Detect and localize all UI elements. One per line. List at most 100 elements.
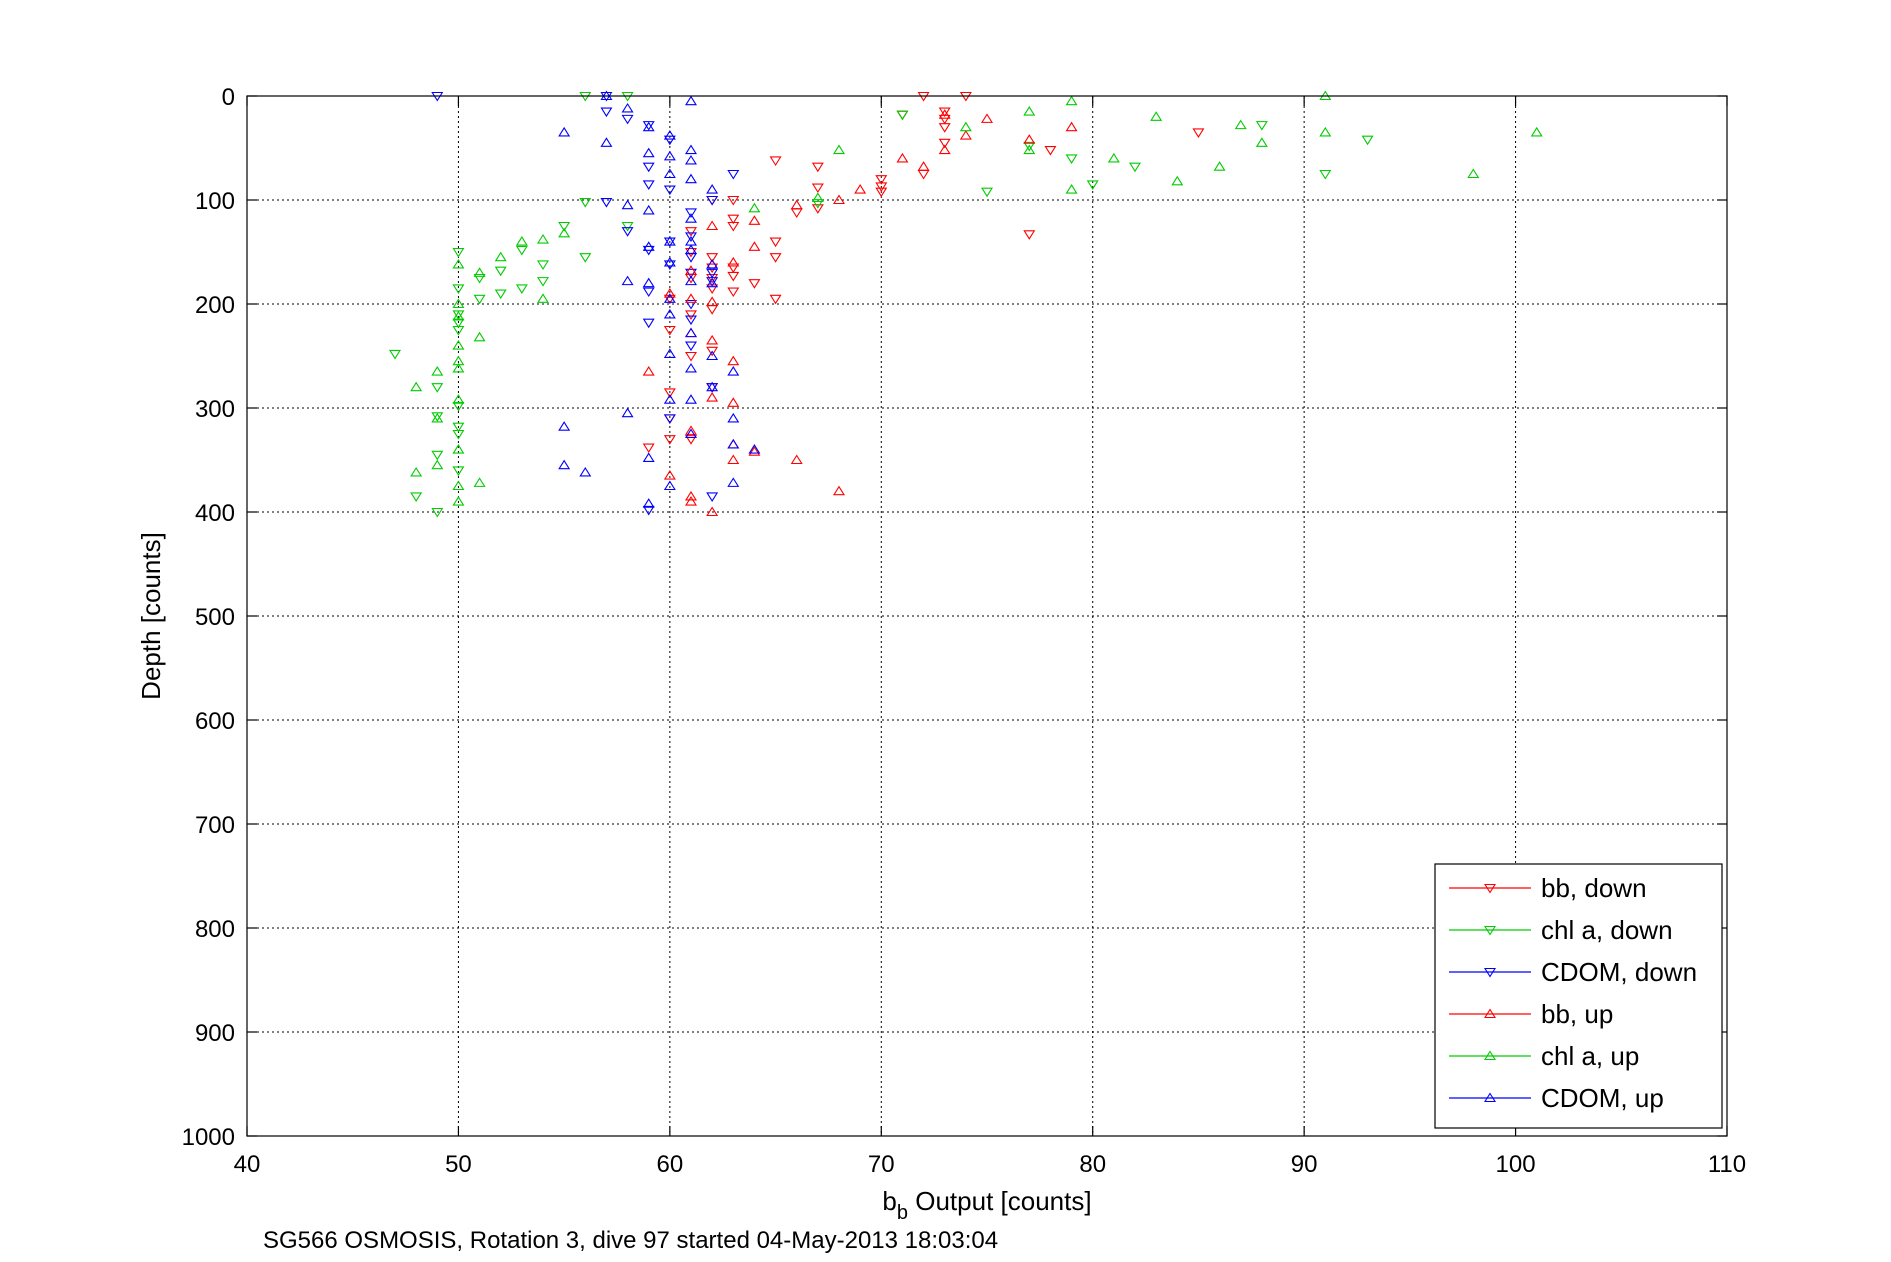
x-axis-label-subscript: b (897, 1202, 908, 1224)
legend-marker (1484, 883, 1496, 894)
x-tick-label: 80 (1079, 1151, 1106, 1178)
series-cdom-down (431, 91, 740, 516)
data-point (706, 346, 719, 357)
data-point (642, 287, 655, 298)
legend-label: chl a, down (1541, 915, 1673, 945)
data-point (685, 144, 697, 155)
data-point (600, 198, 613, 208)
data-point (537, 277, 549, 287)
data-point (706, 253, 719, 263)
data-point (727, 366, 740, 376)
data-point (1319, 169, 1332, 180)
data-point (663, 135, 676, 146)
data-point (727, 256, 740, 267)
data-point (537, 293, 549, 303)
data-point (579, 466, 592, 477)
data-point (1065, 154, 1078, 164)
data-point (1255, 121, 1268, 131)
x-tick-label: 50 (445, 1151, 472, 1178)
data-point (706, 277, 719, 287)
legend-marker (1484, 925, 1496, 936)
data-point (663, 256, 676, 267)
legend-entry: bb, up (1449, 999, 1613, 1029)
data-point (706, 195, 719, 206)
data-point (833, 485, 845, 496)
data-point (685, 496, 697, 506)
data-point (494, 251, 507, 262)
legend-label: bb, down (1541, 873, 1647, 903)
data-point (663, 394, 676, 404)
data-point (410, 466, 423, 477)
data-point (748, 202, 761, 213)
data-point (1192, 128, 1205, 138)
data-point (748, 279, 761, 289)
data-point (769, 156, 782, 167)
data-point (537, 260, 549, 271)
series-cdom-up (558, 90, 761, 508)
data-point (1255, 137, 1268, 147)
legend-entry: bb, down (1449, 873, 1647, 903)
data-point (1213, 161, 1226, 171)
x-axis-label-main: b (882, 1186, 896, 1216)
data-point (685, 232, 697, 242)
x-tick-label: 60 (657, 1151, 684, 1178)
data-point (642, 318, 655, 329)
data-point (452, 496, 465, 506)
data-point (727, 169, 740, 180)
data-point (1361, 135, 1374, 146)
legend-marker (1484, 967, 1496, 978)
data-point (748, 215, 761, 225)
data-point (1023, 144, 1036, 155)
data-point (685, 310, 697, 320)
data-point (452, 284, 465, 294)
data-point (685, 327, 697, 338)
data-point (431, 366, 444, 376)
data-point (727, 477, 740, 487)
data-point (706, 258, 719, 269)
data-point (833, 144, 845, 155)
data-point (452, 258, 465, 269)
data-point (663, 150, 676, 161)
data-points (389, 90, 1543, 518)
data-point (706, 277, 719, 288)
data-point (685, 435, 697, 445)
data-point (1065, 95, 1078, 106)
data-point (748, 446, 761, 456)
data-point (452, 466, 465, 476)
data-point (685, 208, 697, 219)
legend-marker (1484, 1092, 1496, 1103)
data-point (875, 187, 888, 198)
data-point (727, 271, 740, 282)
data-point (1150, 111, 1163, 121)
data-point (706, 273, 719, 284)
legend-entry: CDOM, up (1449, 1083, 1664, 1113)
data-point (875, 182, 888, 193)
x-axis-label-rest: Output [counts] (908, 1186, 1092, 1216)
data-point (579, 198, 592, 208)
data-point (706, 220, 719, 231)
data-point (959, 121, 972, 132)
data-point (685, 268, 697, 279)
y-tick-label: 1000 (182, 1124, 235, 1151)
data-point (642, 505, 655, 516)
data-point (1171, 175, 1184, 186)
data-point (452, 318, 465, 329)
data-point (558, 459, 571, 470)
data-point (685, 247, 697, 258)
data-point (1107, 152, 1120, 163)
data-point (938, 144, 951, 155)
data-point (515, 236, 528, 246)
data-point (685, 154, 697, 165)
data-point (431, 383, 444, 393)
data-point (875, 175, 888, 185)
y-tick-label: 400 (195, 500, 235, 527)
data-point (663, 293, 676, 303)
data-point (663, 185, 676, 196)
data-point (473, 331, 486, 342)
data-point (494, 266, 507, 277)
data-point (685, 315, 697, 326)
data-point (706, 268, 719, 279)
data-point (473, 267, 486, 277)
data-point (685, 394, 697, 404)
x-tick-label: 70 (868, 1151, 895, 1178)
